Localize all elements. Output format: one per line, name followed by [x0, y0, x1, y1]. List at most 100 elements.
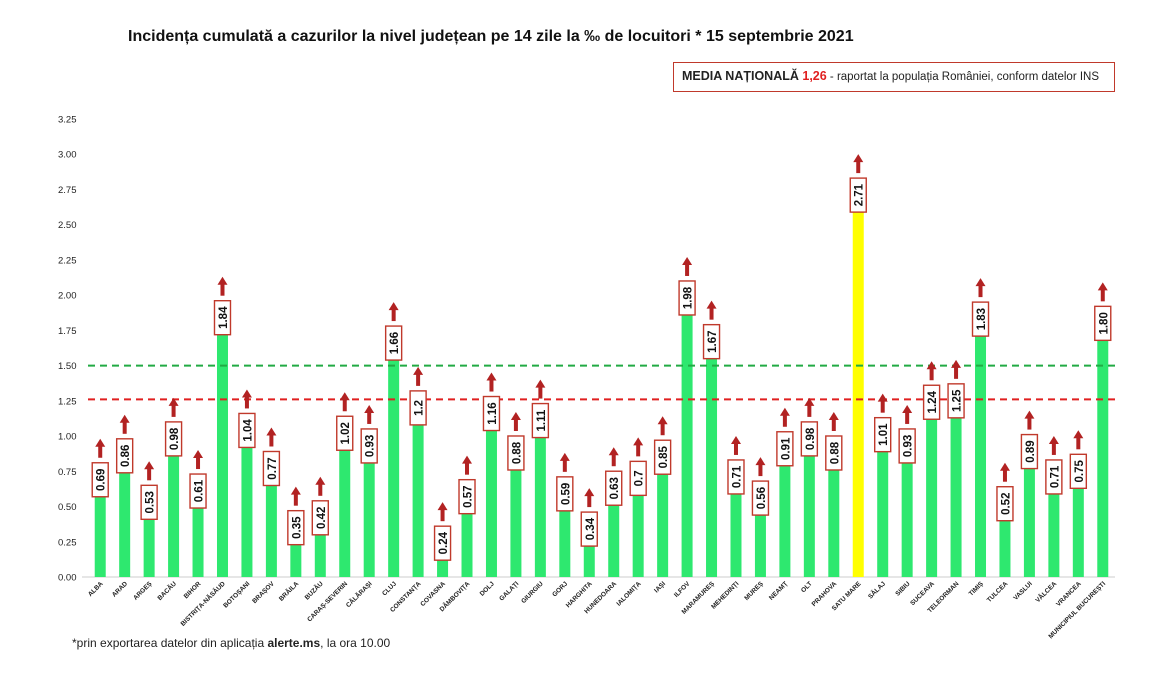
- category-label: GIURGIU: [520, 580, 545, 605]
- y-tick-label: 2.50: [58, 220, 77, 231]
- chart-title-text: Incidența cumulată a cazurilor la nivel …: [128, 28, 706, 45]
- bar: [485, 413, 497, 577]
- bar: [1023, 451, 1035, 577]
- value-label: 1.83: [976, 308, 988, 330]
- category-label: GORJ: [551, 580, 569, 598]
- value-label: 1.2: [414, 400, 426, 416]
- arrow-up-icon: [682, 256, 693, 265]
- arrow-up-icon: [290, 486, 301, 495]
- category-label: CĂLĂRAȘI: [343, 579, 373, 609]
- value-label: 0.85: [658, 445, 670, 468]
- value-label-box: [360, 428, 378, 464]
- y-tick-label: 1.00: [58, 432, 77, 443]
- arrow-up-icon: [364, 404, 375, 413]
- value-label-box: [776, 431, 794, 467]
- category-label: IAȘI: [653, 580, 667, 594]
- category-label: DOLJ: [479, 580, 496, 597]
- arrow-up-icon: [1024, 410, 1035, 419]
- value-label: 1.98: [683, 286, 695, 309]
- arrow-up-icon: [367, 411, 372, 424]
- bar: [608, 488, 620, 577]
- arrow-up-icon: [978, 285, 983, 298]
- category-label: NEAMȚ: [768, 580, 789, 601]
- category-label: SIBIU: [894, 580, 911, 597]
- bar: [510, 452, 522, 577]
- national-average-label: MEDIA NAȚIONALĂ: [682, 69, 803, 83]
- arrow-up-icon: [269, 434, 274, 447]
- category-label: CLUJ: [381, 580, 398, 597]
- category-label: BRAȘOV: [251, 580, 276, 605]
- y-tick-label: 1.50: [58, 361, 77, 372]
- bar: [534, 420, 546, 577]
- bar: [999, 503, 1011, 577]
- arrow-up-icon: [633, 437, 644, 446]
- arrow-up-icon: [831, 418, 836, 431]
- arrow-up-icon: [293, 493, 298, 506]
- value-label-box: [311, 500, 329, 536]
- arrow-up-icon: [929, 368, 934, 381]
- arrow-up-icon: [462, 455, 473, 464]
- arrow-up-icon: [98, 445, 103, 458]
- arrow-up-icon: [196, 457, 201, 470]
- bar: [412, 407, 424, 577]
- bar: [94, 479, 106, 577]
- value-label-box: [164, 421, 183, 457]
- value-label: 1.67: [707, 330, 719, 352]
- y-tick-label: 3.25: [58, 115, 77, 126]
- bar: [901, 445, 913, 577]
- arrow-up-icon: [782, 414, 787, 427]
- value-label: 1.66: [389, 332, 401, 354]
- value-label-box: [556, 476, 574, 512]
- category-label: ALBA: [87, 580, 105, 598]
- value-label: 0.24: [438, 531, 450, 554]
- value-label-box: [384, 325, 403, 361]
- category-label: VÂLCEA: [1033, 579, 1058, 604]
- y-tick-label: 0.50: [58, 502, 77, 513]
- value-label: 0.63: [609, 477, 621, 499]
- arrow-up-icon: [779, 407, 790, 416]
- arrow-up-icon: [853, 154, 864, 163]
- value-label-box: [678, 280, 696, 316]
- value-label-box: [947, 383, 965, 419]
- value-label: 0.52: [1000, 493, 1012, 515]
- value-label: 0.69: [96, 469, 108, 491]
- value-label-box: [336, 415, 354, 451]
- value-label-box: [653, 439, 672, 475]
- arrow-up-icon: [951, 359, 962, 368]
- arrow-up-icon: [1002, 469, 1007, 482]
- arrow-up-icon: [1048, 435, 1059, 444]
- arrow-up-icon: [440, 509, 445, 522]
- value-label-box: [213, 300, 232, 336]
- arrow-up-icon: [538, 386, 543, 399]
- arrow-up-icon: [220, 283, 225, 296]
- arrow-up-icon: [954, 366, 959, 379]
- chart-title-date: 15 septembrie 2021: [705, 28, 854, 45]
- bar: [1048, 476, 1060, 577]
- value-label-box: [1020, 433, 1039, 470]
- arrow-up-icon: [657, 416, 668, 425]
- y-tick-label: 1.75: [58, 326, 77, 337]
- bar: [388, 343, 400, 577]
- arrow-up-icon: [559, 452, 570, 461]
- value-label: 0.89: [1025, 440, 1037, 462]
- value-label: 0.59: [560, 483, 572, 505]
- value-label-box: [1094, 305, 1112, 342]
- value-label-box: [996, 486, 1014, 522]
- national-average-value: 1,26: [802, 69, 827, 83]
- arrow-up-icon: [168, 397, 179, 406]
- value-label-box: [971, 301, 990, 337]
- value-label: 0.88: [829, 441, 841, 464]
- arrow-up-icon: [119, 414, 130, 423]
- value-label: 0.35: [291, 516, 303, 539]
- category-label: GALAȚI: [498, 580, 520, 602]
- value-label: 1.84: [218, 306, 230, 329]
- national-average-note: - raportat la populația României, confor…: [826, 71, 1100, 83]
- footnote: *prin exportarea datelor din aplicația a…: [72, 636, 390, 650]
- bar: [192, 491, 204, 577]
- arrow-up-icon: [1073, 430, 1084, 439]
- value-label-box: [91, 462, 109, 498]
- arrow-up-icon: [437, 502, 448, 511]
- bar: [877, 434, 889, 577]
- arrow-up-icon: [611, 454, 616, 467]
- y-tick-label: 0.75: [58, 467, 77, 478]
